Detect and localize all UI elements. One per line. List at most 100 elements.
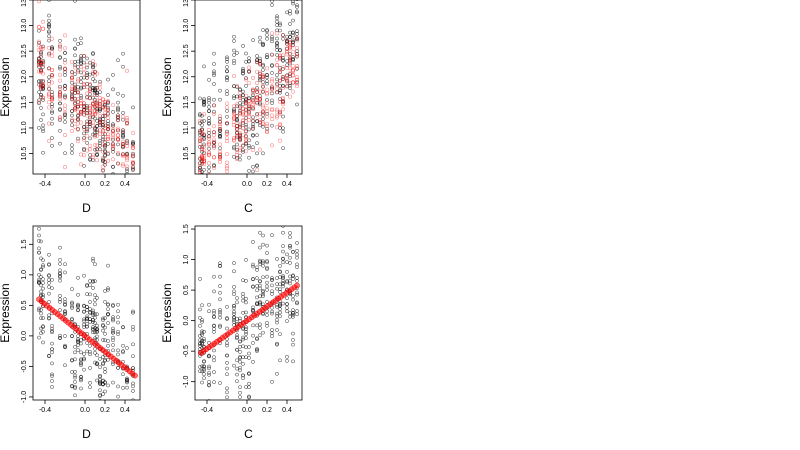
observed-point bbox=[275, 276, 279, 280]
observed-point bbox=[47, 22, 51, 27]
fitted-point bbox=[290, 89, 295, 94]
observed-point bbox=[63, 344, 67, 349]
observed-point bbox=[103, 148, 107, 153]
observed-point bbox=[261, 330, 265, 335]
fitted-point bbox=[95, 86, 100, 91]
observed-point bbox=[95, 338, 99, 342]
observed-point bbox=[76, 303, 80, 308]
observed-point bbox=[70, 69, 74, 74]
observed-point bbox=[295, 51, 299, 56]
observed-point bbox=[125, 438, 128, 441]
observed-point bbox=[70, 94, 74, 98]
observed-point bbox=[200, 189, 203, 192]
observed-point bbox=[281, 281, 285, 285]
observed-point bbox=[85, 292, 89, 296]
observed-point bbox=[232, 363, 236, 368]
observed-point bbox=[288, 72, 292, 77]
observed-point bbox=[235, 126, 239, 131]
observed-point bbox=[281, 301, 285, 306]
observed-point bbox=[235, 358, 239, 363]
observed-point bbox=[207, 96, 211, 100]
observed-point bbox=[247, 399, 251, 400]
observed-point bbox=[82, 53, 86, 58]
observed-point bbox=[79, 57, 83, 62]
observed-point bbox=[91, 320, 95, 324]
observed-point bbox=[270, 278, 274, 282]
observed-point bbox=[200, 169, 204, 174]
observed-point bbox=[207, 309, 211, 314]
observed-point bbox=[98, 79, 102, 84]
x-tick-label: -0.4 bbox=[201, 181, 213, 188]
observed-point bbox=[47, 354, 51, 359]
observed-point bbox=[88, 60, 92, 65]
observed-point bbox=[255, 268, 259, 272]
observed-point bbox=[212, 71, 216, 76]
observed-point bbox=[85, 324, 89, 329]
fitted-point bbox=[232, 115, 237, 120]
observed-point bbox=[198, 342, 202, 346]
observed-point bbox=[58, 257, 62, 262]
observed-point bbox=[85, 76, 89, 80]
observed-point bbox=[116, 302, 120, 307]
fitted-point bbox=[73, 65, 78, 70]
fitted-point bbox=[235, 124, 240, 129]
observed-point bbox=[238, 104, 242, 109]
observed-point bbox=[91, 325, 95, 329]
fitted-point bbox=[260, 103, 265, 108]
fitted-point bbox=[238, 90, 243, 95]
observed-point bbox=[291, 331, 295, 336]
observed-point bbox=[200, 319, 204, 324]
observed-point bbox=[218, 175, 221, 178]
fitted-point bbox=[111, 127, 116, 132]
fitted-point bbox=[49, 67, 54, 72]
observed-point bbox=[101, 137, 105, 142]
fitted-point bbox=[274, 82, 279, 87]
observed-point bbox=[70, 80, 74, 85]
observed-point bbox=[212, 144, 216, 149]
fitted-point bbox=[280, 65, 285, 70]
observed-point bbox=[37, 90, 41, 95]
observed-point bbox=[111, 304, 115, 308]
observed-point bbox=[41, 316, 45, 320]
observed-point bbox=[218, 88, 222, 93]
observed-point bbox=[270, 123, 274, 128]
fitted-point bbox=[36, 43, 41, 48]
observed-point bbox=[247, 143, 251, 148]
fitted-point bbox=[62, 110, 67, 115]
observed-point bbox=[63, 51, 67, 55]
fitted-point bbox=[82, 71, 87, 76]
observed-point bbox=[106, 100, 110, 105]
fitted-point bbox=[116, 128, 121, 133]
fitted-point bbox=[79, 111, 84, 116]
observed-point bbox=[281, 260, 285, 265]
observed-point bbox=[73, 422, 76, 425]
y-axis-label: Expression bbox=[0, 283, 12, 342]
fitted-point bbox=[76, 104, 81, 109]
observed-point bbox=[198, 139, 202, 144]
fitted-point bbox=[290, 80, 295, 85]
observed-point bbox=[47, 66, 51, 71]
observed-point bbox=[251, 264, 255, 269]
observed-point bbox=[73, 37, 77, 42]
fitted-point bbox=[284, 76, 289, 81]
observed-point bbox=[295, 4, 299, 9]
fitted-point bbox=[85, 110, 90, 115]
observed-point bbox=[91, 77, 95, 81]
observed-point bbox=[225, 75, 229, 79]
fitted-point bbox=[91, 106, 96, 111]
observed-point bbox=[200, 157, 204, 162]
fitted-point bbox=[36, 24, 41, 29]
fitted-point bbox=[238, 121, 243, 126]
observed-point bbox=[93, 312, 97, 317]
fitted-point bbox=[247, 110, 252, 115]
fitted-point bbox=[85, 62, 90, 67]
fitted-point bbox=[91, 105, 96, 110]
observed-point bbox=[258, 94, 262, 98]
fitted-point bbox=[260, 74, 265, 79]
observed-point bbox=[218, 315, 222, 320]
fitted-point bbox=[111, 136, 116, 141]
fitted-point bbox=[49, 96, 54, 101]
observed-point bbox=[202, 368, 206, 373]
observed-point bbox=[111, 326, 115, 331]
fitted-point bbox=[62, 60, 67, 65]
